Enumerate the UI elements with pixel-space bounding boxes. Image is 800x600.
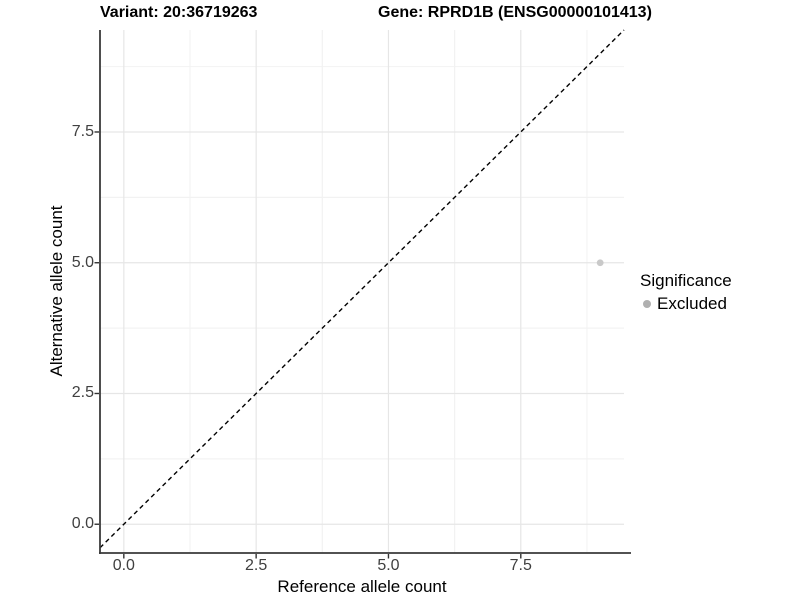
y-tick-label: 7.5: [71, 122, 94, 140]
legend-items: Excluded: [640, 294, 732, 314]
legend-item-label: Excluded: [657, 294, 727, 313]
x-tick-label: 5.0: [377, 557, 400, 574]
y-axis-title: Alternative allele count: [47, 205, 66, 377]
x-tick-label: 7.5: [509, 557, 532, 574]
legend-point-icon: [643, 300, 651, 308]
plot-title-variant: Variant: 20:36719263: [100, 4, 258, 21]
plot-title-gene: Gene: RPRD1B (ENSG00000101413): [378, 4, 652, 21]
legend-title: Significance: [640, 271, 732, 290]
data-point: [596, 259, 604, 267]
identity-dashed-line: [99, 29, 625, 549]
x-tick-label: 0.0: [112, 557, 135, 574]
x-axis-title: Reference allele count: [277, 577, 447, 596]
y-tick-label: 2.5: [71, 384, 94, 402]
y-tick-label: 0.0: [71, 515, 94, 533]
legend: Significance Excluded: [640, 271, 732, 314]
y-tick-label: 5.0: [71, 253, 94, 271]
legend-item: Excluded: [643, 294, 732, 314]
x-tick-label: 2.5: [245, 557, 268, 574]
